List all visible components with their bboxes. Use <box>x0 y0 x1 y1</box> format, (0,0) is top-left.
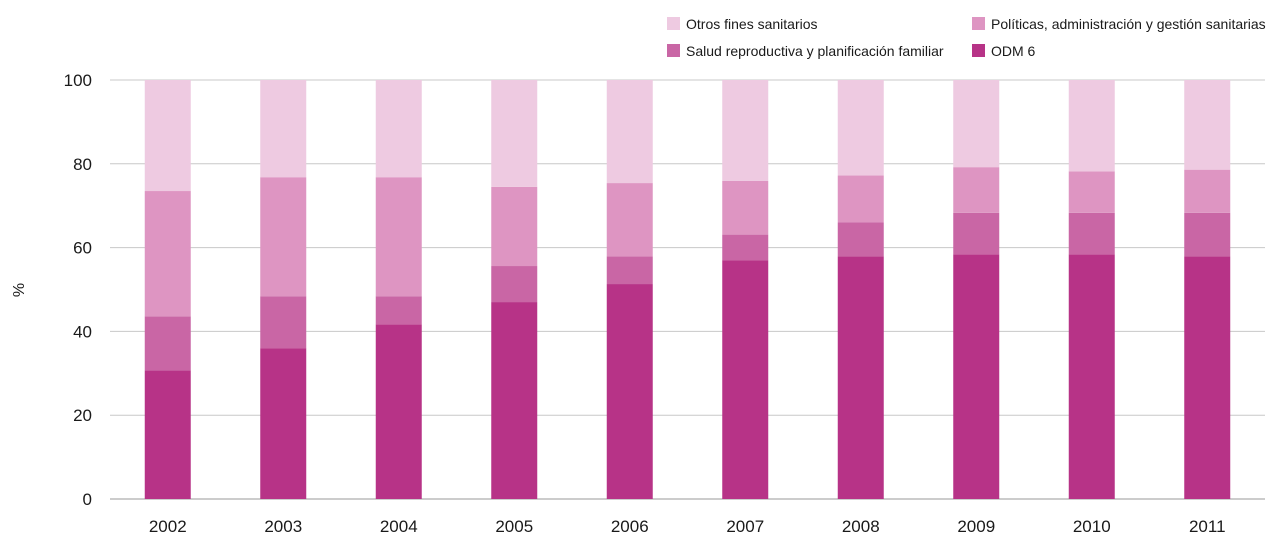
bar-segment <box>491 80 538 187</box>
bar-segment <box>260 296 307 349</box>
bar-segment <box>1068 254 1115 499</box>
x-tick-label: 2011 <box>1189 517 1226 536</box>
bar-segment <box>491 302 538 499</box>
bar-segment <box>1068 80 1115 172</box>
bar-segment <box>1184 212 1231 257</box>
y-tick-label: 80 <box>73 155 92 174</box>
bar-segment <box>953 254 1000 499</box>
bar-segment <box>375 80 422 178</box>
bar-segment <box>144 80 191 192</box>
bar-segment <box>722 180 769 235</box>
legend: Otros fines sanitarios Políticas, adminis… <box>667 16 1266 59</box>
bar-segment <box>491 266 538 303</box>
y-tick-label: 100 <box>64 71 92 90</box>
bar-segment <box>606 80 653 184</box>
bar-segment <box>144 316 191 371</box>
legend-swatch <box>667 17 680 30</box>
bar-segment <box>1184 169 1231 213</box>
x-tick-label: 2007 <box>726 517 764 536</box>
bar-segment <box>837 80 884 176</box>
bar-segment <box>260 177 307 297</box>
bar-segment <box>1184 80 1231 170</box>
y-tick-label: 40 <box>73 322 92 341</box>
bar-segment <box>144 191 191 317</box>
bar-segment <box>260 348 307 499</box>
bar-segment <box>375 324 422 499</box>
y-axis-title: % <box>11 283 28 297</box>
legend-label: Salud reproductiva y planificación famil… <box>686 43 944 59</box>
legend-label: Otros fines sanitarios <box>686 16 818 32</box>
bar-segment <box>144 370 191 499</box>
legend-swatch <box>667 44 680 57</box>
y-tick-label: 60 <box>73 239 92 258</box>
bar-segment <box>491 186 538 267</box>
legend-swatch <box>972 44 985 57</box>
bar-segment <box>606 284 653 499</box>
y-tick-label: 0 <box>83 490 92 509</box>
x-tick-label: 2002 <box>149 517 187 536</box>
bar-segment <box>837 256 884 499</box>
bar-segment <box>260 80 307 178</box>
x-tick-label: 2010 <box>1073 517 1111 536</box>
bar-segment <box>953 80 1000 168</box>
bar-segment <box>722 260 769 499</box>
bar-segment <box>837 222 884 257</box>
legend-swatch <box>972 17 985 30</box>
bar-segment <box>606 183 653 257</box>
bar-segment <box>1068 171 1115 213</box>
x-tick-label: 2003 <box>264 517 302 536</box>
x-tick-label: 2009 <box>957 517 995 536</box>
bar-segment <box>375 177 422 297</box>
x-tick-label: 2004 <box>380 517 418 536</box>
legend-label: ODM 6 <box>991 43 1036 59</box>
bars <box>144 80 1231 499</box>
bar-segment <box>837 175 884 223</box>
bar-segment <box>1184 256 1231 499</box>
bar-segment <box>606 256 653 285</box>
legend-label: Políticas, administración y gestión sani… <box>991 16 1266 32</box>
bar-segment <box>1068 212 1115 255</box>
x-tick-label: 2005 <box>495 517 533 536</box>
y-tick-label: 20 <box>73 406 92 425</box>
bar-segment <box>953 167 1000 213</box>
x-tick-label: 2008 <box>842 517 880 536</box>
bar-segment <box>953 212 1000 255</box>
bar-segment <box>722 80 769 181</box>
bar-segment <box>375 296 422 325</box>
bar-segment <box>722 234 769 261</box>
x-tick-label: 2006 <box>611 517 649 536</box>
axes: 0 20 40 60 80 100 2002 2003 2004 2005 2006 2007 2008… <box>64 71 1226 536</box>
